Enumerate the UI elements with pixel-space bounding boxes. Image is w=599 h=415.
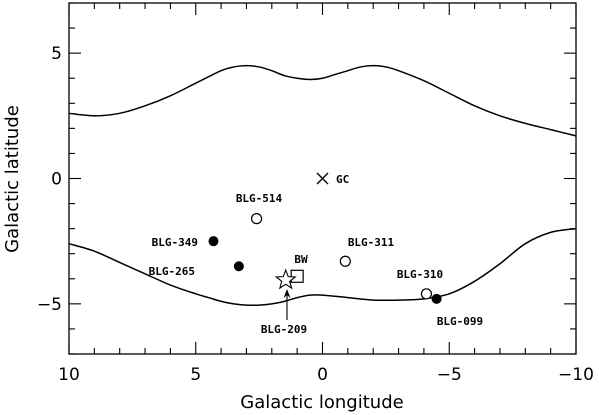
x-tick-label: 10 bbox=[58, 365, 80, 385]
y-tick-label: 5 bbox=[51, 44, 62, 64]
points-layer bbox=[208, 172, 442, 304]
point-blg-209 bbox=[274, 268, 297, 290]
point-blg-311 bbox=[339, 255, 351, 267]
annotation-blg-311: BLG-311 bbox=[348, 236, 395, 249]
x-tick-label: −5 bbox=[437, 365, 462, 385]
y-axis-title: Galactic latitude bbox=[2, 105, 23, 253]
annotation-gc: GC bbox=[336, 173, 349, 186]
annotation-blg-099: BLG-099 bbox=[437, 315, 483, 328]
point-blg-514 bbox=[250, 213, 263, 225]
annotation-blg-349: BLG-349 bbox=[152, 236, 198, 249]
x-axis-title: Galactic longitude bbox=[240, 392, 403, 413]
annotation-blg-310: BLG-310 bbox=[397, 268, 443, 281]
point-gc bbox=[316, 172, 329, 185]
annotation-blg-514: BLG-514 bbox=[236, 192, 283, 205]
x-tick-label: 0 bbox=[317, 365, 328, 385]
curves-layer bbox=[68, 64, 577, 307]
point-blg-265 bbox=[233, 261, 244, 272]
point-bw bbox=[290, 269, 304, 283]
point-blg-099 bbox=[431, 293, 442, 304]
upper-boundary-curve bbox=[68, 64, 577, 137]
lower-boundary-curve bbox=[68, 227, 577, 307]
cross-stroke bbox=[316, 172, 329, 185]
annotation-blg-209: BLG-209 bbox=[261, 323, 307, 336]
y-tick-label: 0 bbox=[51, 170, 62, 190]
x-tick-label: −10 bbox=[558, 365, 594, 385]
x-tick-label: 5 bbox=[190, 365, 201, 385]
ticks-layer: 10 5 0 −5 −10 5 0 −5 bbox=[37, 2, 594, 385]
point-blg-349 bbox=[208, 236, 219, 247]
annotation-bw: BW bbox=[294, 253, 308, 266]
y-tick-label: −5 bbox=[37, 295, 62, 315]
blg-209-arrow bbox=[283, 289, 291, 320]
point-blg-310 bbox=[420, 288, 433, 300]
labels-layer: BLG-514 BLG-349 BLG-265 BLG-311 BLG-310 … bbox=[2, 105, 483, 413]
annotation-blg-265: BLG-265 bbox=[149, 265, 195, 278]
